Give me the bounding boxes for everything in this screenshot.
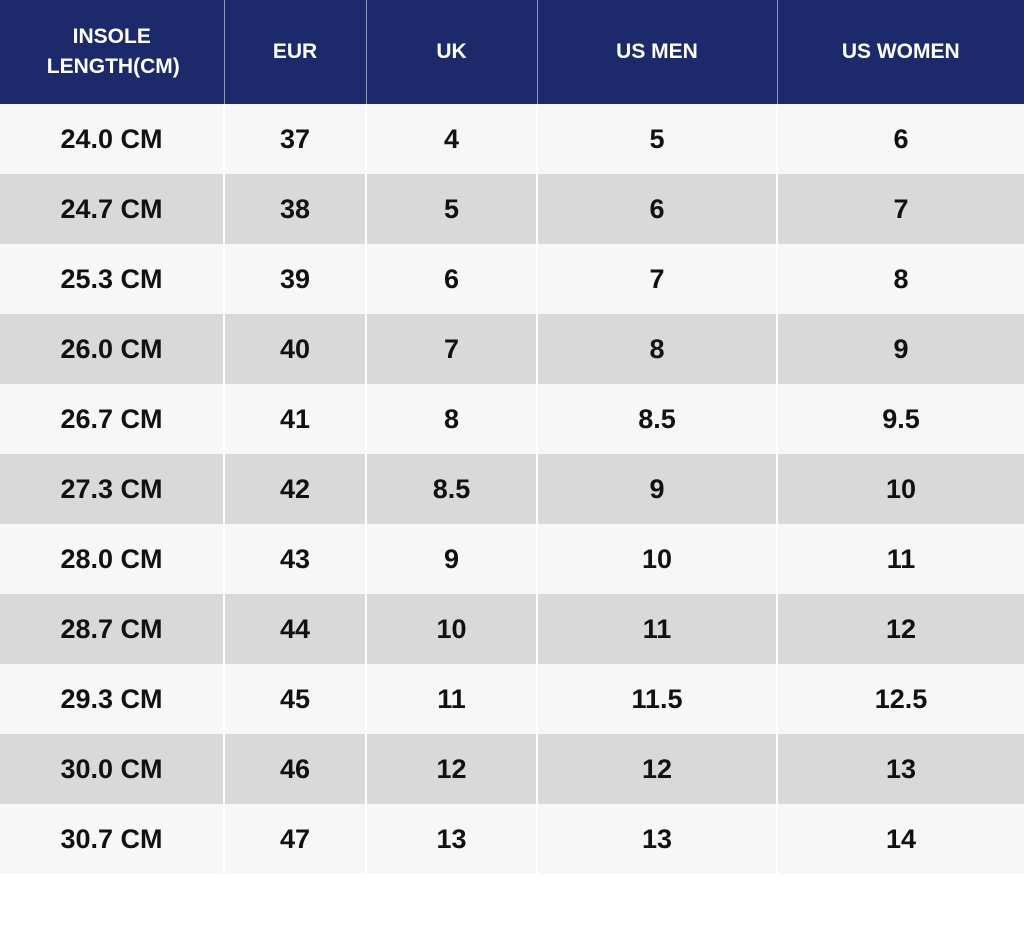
table-header: INSOLE LENGTH(CM) EUR UK US MEN US WOMEN: [0, 0, 1024, 104]
size-cell: 13: [366, 804, 538, 874]
table-row: 30.0 CM 46 12 12 13: [0, 734, 1024, 804]
size-cell: 6: [777, 104, 1024, 174]
size-cell: 8.5: [366, 454, 538, 524]
size-cell: 40: [224, 314, 367, 384]
size-cell: 7: [777, 174, 1024, 244]
column-header: UK: [366, 0, 538, 104]
size-cell: 9: [777, 314, 1024, 384]
size-cell: 39: [224, 244, 367, 314]
column-header-text: EUR: [272, 40, 318, 63]
size-cell: 45: [224, 664, 367, 734]
table-row: 26.7 CM 41 8 8.5 9.5: [0, 384, 1024, 454]
insole-length-cell: 25.3 CM: [0, 244, 225, 314]
size-cell: 4: [366, 104, 538, 174]
size-cell: 12: [537, 734, 778, 804]
insole-length-cell: 29.3 CM: [0, 664, 225, 734]
size-cell: 12.5: [777, 664, 1024, 734]
table-row: 24.0 CM 37 4 5 6: [0, 104, 1024, 174]
size-cell: 9.5: [777, 384, 1024, 454]
size-cell: 14: [777, 804, 1024, 874]
column-header-text: US WOMEN: [841, 40, 960, 63]
size-cell: 11: [366, 664, 538, 734]
size-cell: 8.5: [537, 384, 778, 454]
column-header-text: INSOLE LENGTH(CM): [46, 25, 180, 78]
column-header: US WOMEN: [777, 0, 1024, 104]
size-cell: 38: [224, 174, 367, 244]
header-row: INSOLE LENGTH(CM) EUR UK US MEN US WOMEN: [0, 0, 1024, 104]
table-body: 24.0 CM 37 4 5 6 24.7 CM 38 5 6 7 25.3 CM 39 6 7 8 26.0…: [0, 104, 1024, 874]
size-cell: 10: [366, 594, 538, 664]
size-cell: 46: [224, 734, 367, 804]
insole-length-cell: 30.7 CM: [0, 804, 225, 874]
size-cell: 8: [366, 384, 538, 454]
size-cell: 42: [224, 454, 367, 524]
size-cell: 10: [537, 524, 778, 594]
size-cell: 37: [224, 104, 367, 174]
size-cell: 12: [777, 594, 1024, 664]
size-cell: 8: [537, 314, 778, 384]
insole-length-cell: 24.7 CM: [0, 174, 225, 244]
size-cell: 7: [366, 314, 538, 384]
table-row: 28.7 CM 44 10 11 12: [0, 594, 1024, 664]
column-header: INSOLE LENGTH(CM): [0, 0, 225, 104]
size-cell: 9: [537, 454, 778, 524]
insole-length-cell: 28.7 CM: [0, 594, 225, 664]
size-cell: 13: [537, 804, 778, 874]
column-header-text: US MEN: [616, 40, 698, 63]
table-row: 24.7 CM 38 5 6 7: [0, 174, 1024, 244]
size-cell: 11: [777, 524, 1024, 594]
insole-length-cell: 24.0 CM: [0, 104, 225, 174]
size-cell: 12: [366, 734, 538, 804]
table-row: 29.3 CM 45 11 11.5 12.5: [0, 664, 1024, 734]
size-cell: 6: [366, 244, 538, 314]
size-cell: 10: [777, 454, 1024, 524]
column-header-text: UK: [436, 40, 467, 63]
size-cell: 41: [224, 384, 367, 454]
size-cell: 8: [777, 244, 1024, 314]
insole-length-cell: 28.0 CM: [0, 524, 225, 594]
table-row: 27.3 CM 42 8.5 9 10: [0, 454, 1024, 524]
insole-length-cell: 30.0 CM: [0, 734, 225, 804]
insole-length-cell: 27.3 CM: [0, 454, 225, 524]
table-row: 25.3 CM 39 6 7 8: [0, 244, 1024, 314]
size-cell: 43: [224, 524, 367, 594]
column-header: EUR: [224, 0, 367, 104]
size-cell: 5: [537, 104, 778, 174]
size-cell: 44: [224, 594, 367, 664]
column-header: US MEN: [537, 0, 778, 104]
size-cell: 11: [537, 594, 778, 664]
insole-length-cell: 26.0 CM: [0, 314, 225, 384]
size-cell: 7: [537, 244, 778, 314]
table-row: 28.0 CM 43 9 10 11: [0, 524, 1024, 594]
table-row: 26.0 CM 40 7 8 9: [0, 314, 1024, 384]
size-cell: 5: [366, 174, 538, 244]
size-cell: 6: [537, 174, 778, 244]
size-cell: 13: [777, 734, 1024, 804]
table-row: 30.7 CM 47 13 13 14: [0, 804, 1024, 874]
size-cell: 9: [366, 524, 538, 594]
insole-length-cell: 26.7 CM: [0, 384, 225, 454]
size-cell: 11.5: [537, 664, 778, 734]
size-table: INSOLE LENGTH(CM) EUR UK US MEN US WOMEN 24.…: [0, 0, 1024, 874]
size-cell: 47: [224, 804, 367, 874]
